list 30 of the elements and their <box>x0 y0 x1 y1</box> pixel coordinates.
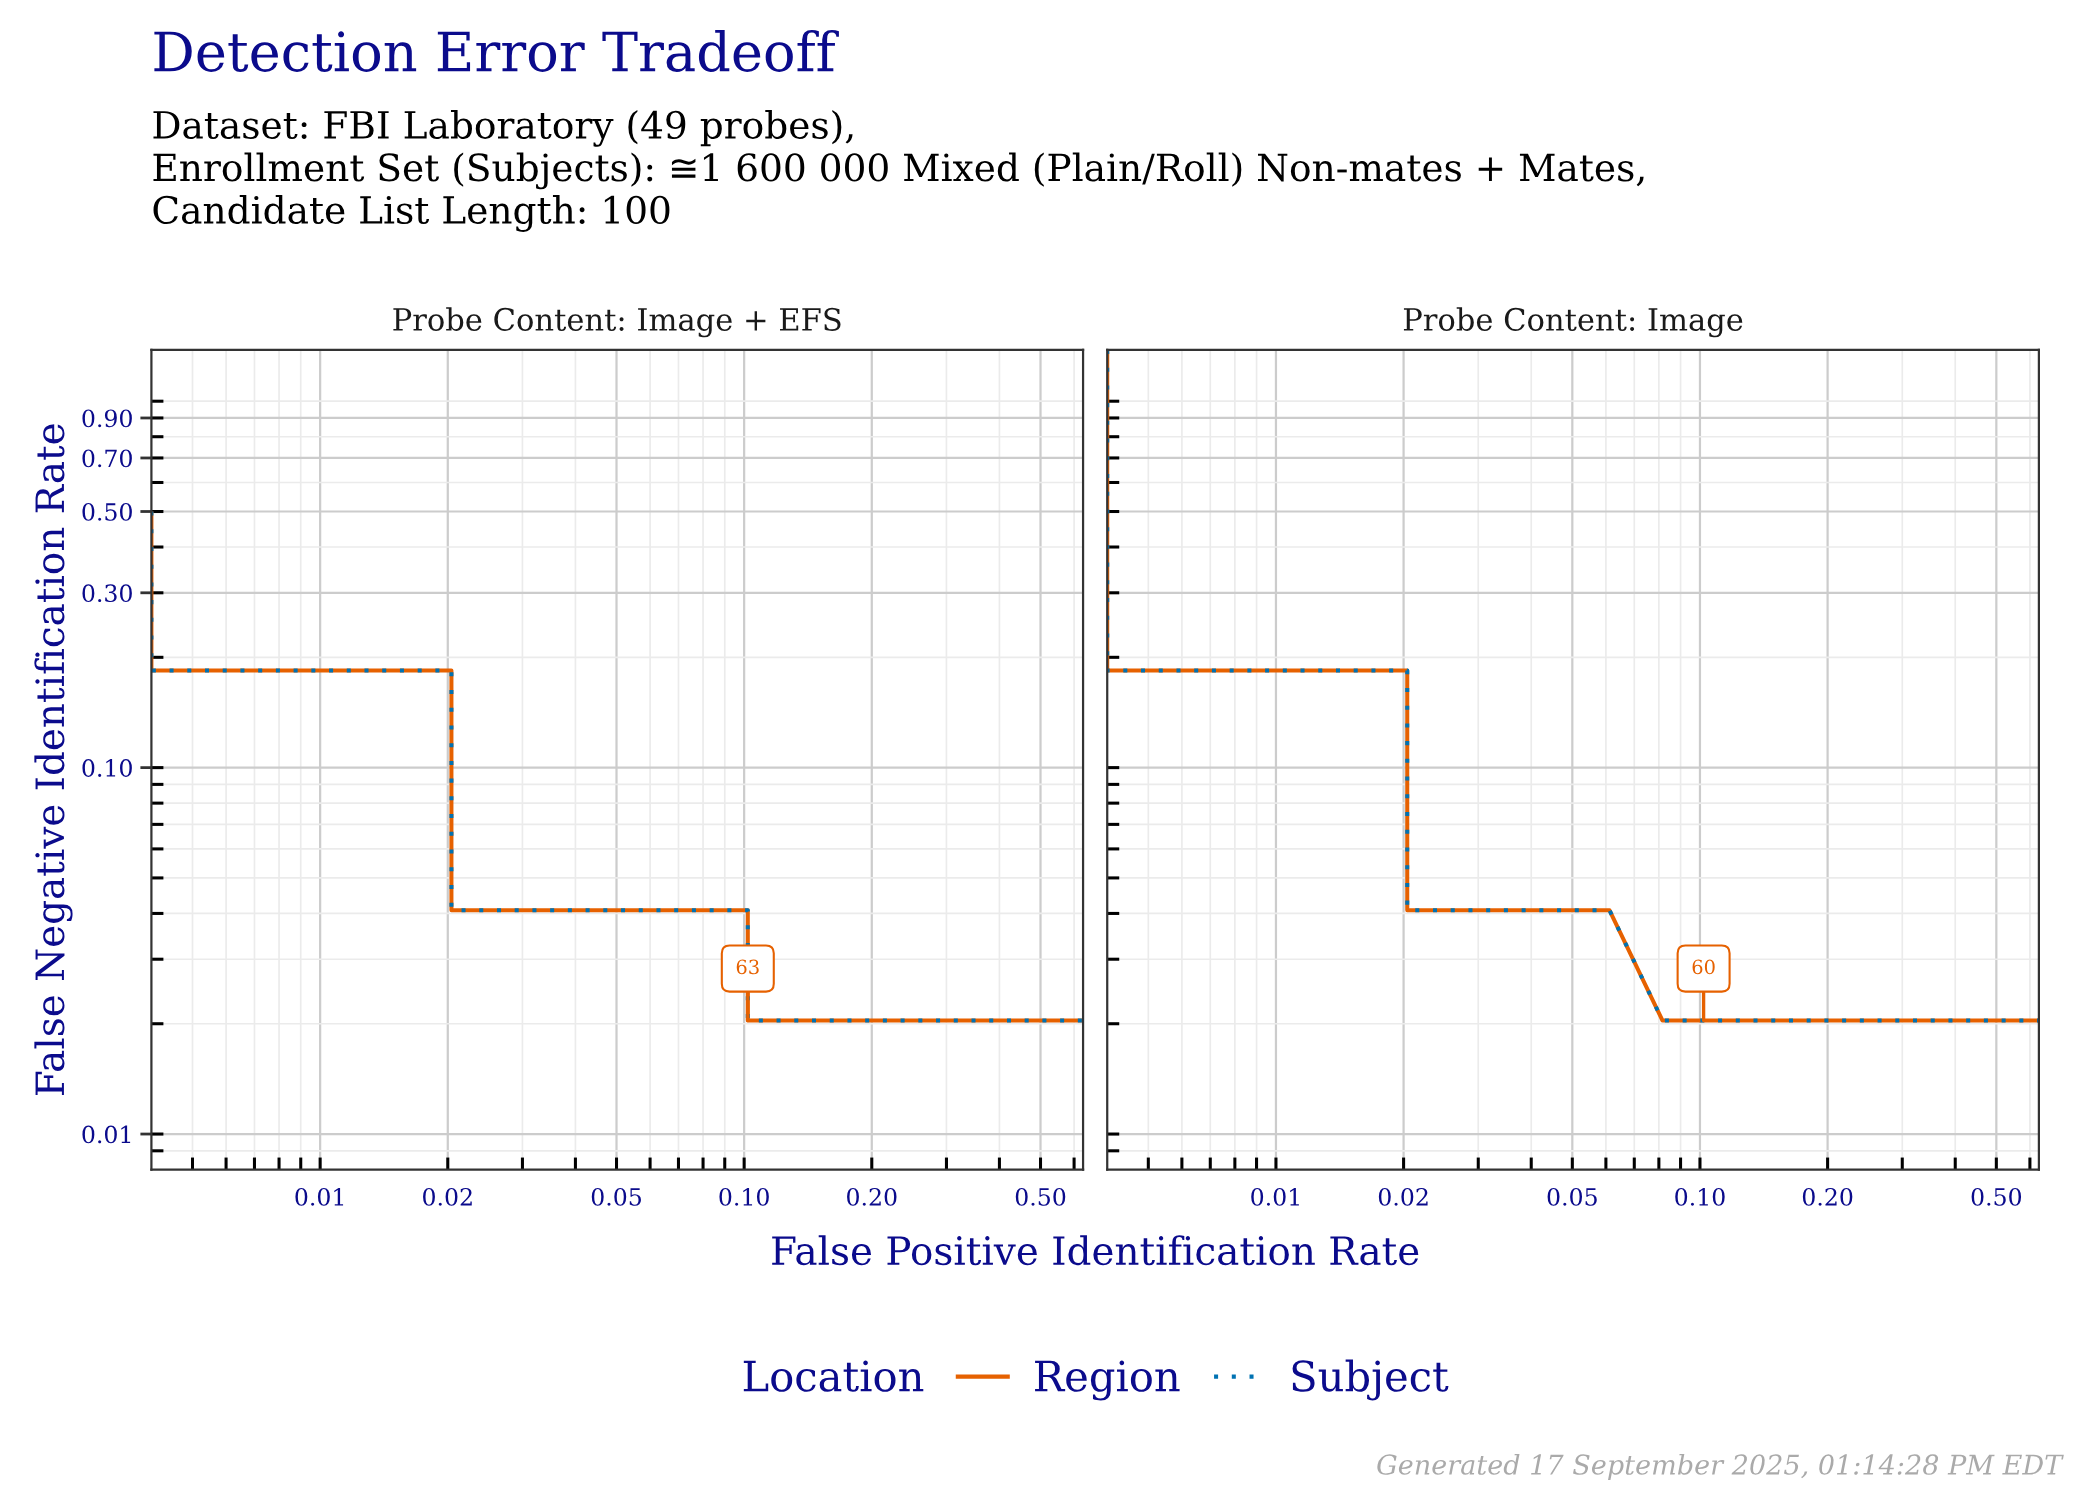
legend-label: Subject <box>1292 1359 1449 1401</box>
y-tick-label: 0.70 <box>82 449 132 468</box>
x-tick-label: 0.50 <box>1015 1187 1066 1206</box>
chart-subtitle: Dataset: FBI Laboratory (49 probes), Enrollment Set (Subjects): ≅1 600 000 Mixed (Plain/Roll) Non-mates + Mates, Candidate List Length: 100 <box>153 110 1644 232</box>
legend-label: Region <box>1035 1360 1180 1401</box>
y-tick-label: 0.90 <box>82 409 132 428</box>
x-tick-label: 0.02 <box>1378 1187 1428 1206</box>
y-tick-label: 0.10 <box>82 759 132 777</box>
annotation: 60 <box>1692 959 1715 975</box>
x-tick-label: 0.20 <box>1802 1187 1853 1206</box>
text: Generated 17 September 2025, 01:14:28 PM EDT <box>1377 1453 2064 1481</box>
x-tick-label: 0.05 <box>1547 1187 1597 1206</box>
x-tick-label: 0.10 <box>1675 1187 1725 1206</box>
y-axis-title: False Negative Identification Rate <box>34 424 73 1096</box>
x-tick-label: 0.50 <box>1971 1187 2022 1206</box>
x-tick-label: 0.01 <box>1251 1187 1299 1206</box>
y-tick-label: 0.01 <box>82 1125 131 1144</box>
text: Probe Content: Image <box>1403 307 1743 338</box>
text: Probe Content: Image + EFS <box>393 307 841 338</box>
y-tick-label: 0.50 <box>82 502 132 521</box>
legend-title: Location <box>743 1360 924 1392</box>
x-tick-label: 0.05 <box>591 1187 641 1206</box>
x-tick-label: 0.10 <box>719 1187 769 1206</box>
y-tick-label: 0.30 <box>82 584 132 603</box>
annotation: 63 <box>736 959 759 975</box>
x-tick-label: 0.01 <box>295 1187 344 1206</box>
x-tick-label: 0.20 <box>847 1187 897 1206</box>
chart-title: Detection Error Tradeoff <box>154 30 839 72</box>
x-axis-title: False Positive Identification Rate <box>772 1235 1419 1266</box>
x-tick-label: 0.02 <box>423 1187 472 1206</box>
